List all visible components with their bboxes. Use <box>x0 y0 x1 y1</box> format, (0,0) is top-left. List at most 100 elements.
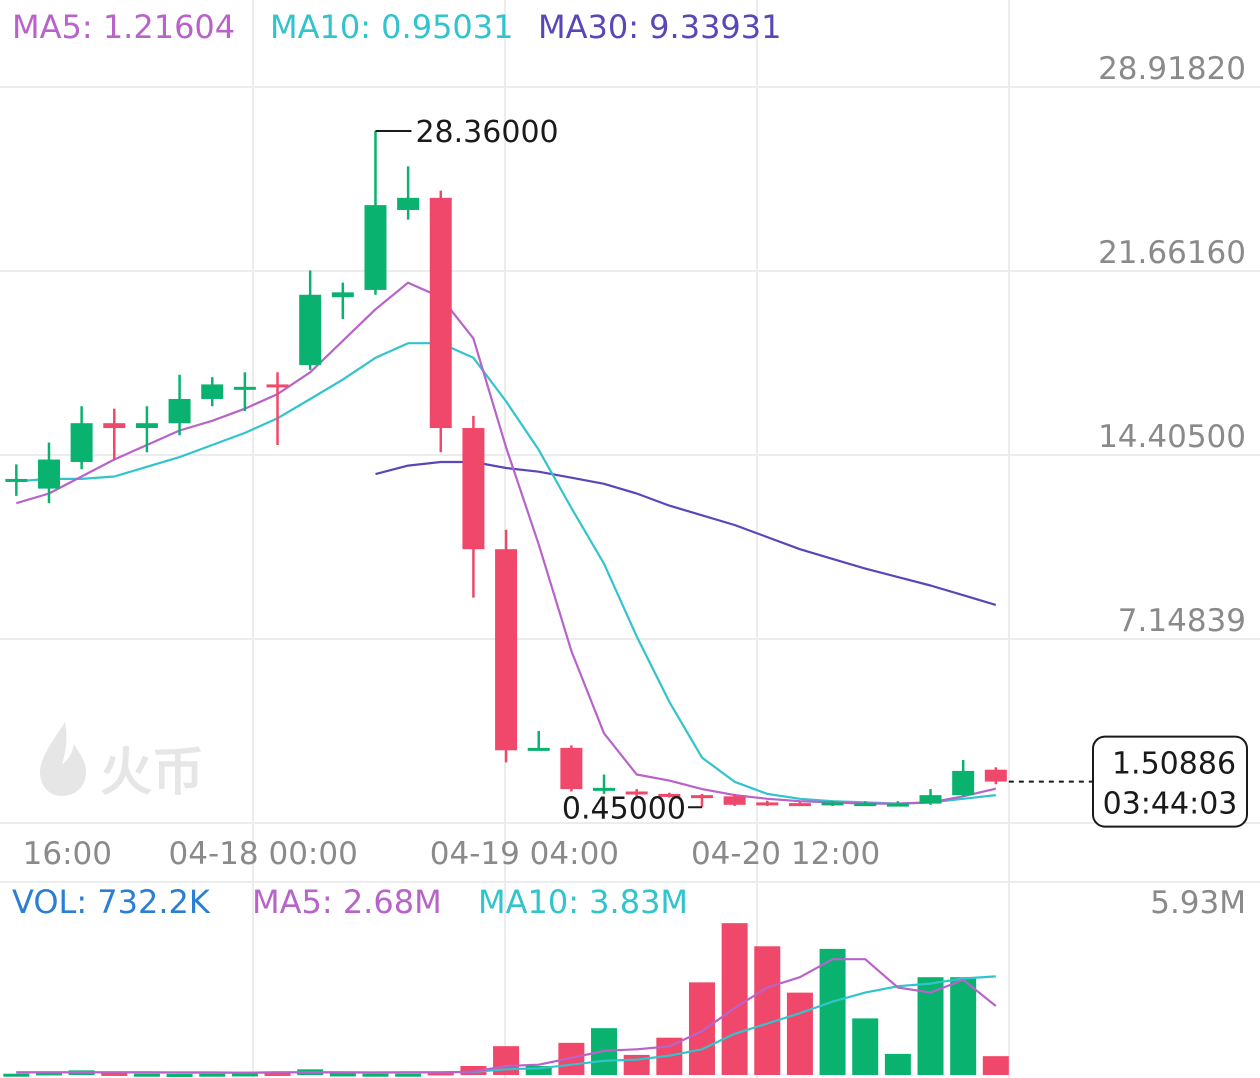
x-tick-label: 04-19 04:00 <box>430 836 619 872</box>
x-tick-label: 04-18 00:00 <box>169 836 358 872</box>
volume-bar <box>754 946 781 1075</box>
candle <box>625 789 648 797</box>
y-tick-label: 28.91820 <box>1098 51 1246 87</box>
candle-body <box>201 384 224 399</box>
volume-ma-lines <box>16 958 997 1074</box>
vol-ma5-legend: MA5: 2.68M <box>252 883 442 921</box>
flame-icon <box>40 722 86 796</box>
candle <box>70 406 93 470</box>
candle-body <box>495 549 518 751</box>
y-tick-label: 21.66160 <box>1098 235 1246 271</box>
candle <box>397 166 420 220</box>
candle <box>821 801 844 807</box>
candle-body <box>429 197 452 429</box>
candle <box>919 789 942 805</box>
volume-bar <box>362 1073 389 1077</box>
candles <box>5 130 1007 808</box>
candle <box>756 800 779 807</box>
candle-body <box>299 294 322 366</box>
volume-bar <box>133 1073 160 1077</box>
vol-ma5-line <box>16 958 997 1074</box>
candle <box>135 406 158 453</box>
low-label: 0.45000 <box>562 791 686 826</box>
candle-body <box>723 796 746 805</box>
watermark-logo-text: 火币 <box>100 743 204 803</box>
candle <box>201 377 224 407</box>
candle-body <box>37 459 60 489</box>
low-annotation: 0.45000 <box>562 791 702 826</box>
candle-body <box>952 770 975 796</box>
y-tick-label: 7.14839 <box>1118 603 1246 639</box>
candle <box>331 282 354 319</box>
candle-body <box>658 793 681 797</box>
current-price-label: 1.50886 <box>1112 747 1236 782</box>
volume-bar <box>329 1073 356 1077</box>
high-annotation: 28.36000 <box>375 115 559 150</box>
candle-body <box>397 197 420 210</box>
volume-bar <box>231 1073 258 1077</box>
candle-body <box>331 292 354 298</box>
candle-body <box>135 423 158 429</box>
candle <box>560 745 583 792</box>
volume-bar <box>3 1073 30 1077</box>
candle-body <box>593 787 616 791</box>
candle-body <box>70 423 93 462</box>
candle <box>952 760 975 797</box>
candle-body <box>821 802 844 806</box>
candle <box>37 442 60 504</box>
volume-bars <box>3 923 1009 1077</box>
volume-bar <box>786 992 813 1075</box>
current-price-marker[interactable]: 1.50886 03:44:03 <box>1008 735 1248 828</box>
candle <box>103 408 126 460</box>
candle-body <box>625 791 648 795</box>
candle <box>854 801 877 807</box>
volume-bar <box>460 1065 487 1075</box>
x-tick-label: 04-20 12:00 <box>691 836 880 872</box>
ma30-legend: MA30: 9.33931 <box>538 8 782 46</box>
candle <box>429 190 452 453</box>
candle-body <box>527 747 550 751</box>
candle-body <box>984 769 1007 782</box>
volume-bar <box>35 1072 62 1076</box>
candle <box>299 270 322 370</box>
volume-bar <box>884 1053 911 1075</box>
volume-bar <box>427 1072 454 1076</box>
candle-body <box>788 803 811 807</box>
vol-max-tick: 5.93M <box>1150 885 1246 921</box>
candle <box>658 792 681 798</box>
candle-body <box>168 398 191 424</box>
volume-bar <box>819 948 846 1075</box>
high-label: 28.36000 <box>415 115 558 150</box>
candle-body <box>103 423 126 429</box>
volume-bar <box>852 1018 879 1075</box>
candle-body <box>5 478 28 482</box>
countdown-label: 03:44:03 <box>1103 787 1238 822</box>
candle <box>266 372 289 445</box>
volume-bar <box>950 977 977 1075</box>
vol-ma10-legend: MA10: 3.83M <box>478 883 688 921</box>
candle <box>168 374 191 436</box>
candle <box>593 774 616 794</box>
x-tick-label: 16:00 <box>23 836 112 872</box>
volume-bar <box>525 1065 552 1075</box>
exchange-logo-watermark: 火币 <box>40 722 204 803</box>
candle-body <box>919 795 942 804</box>
candle-body <box>233 386 256 390</box>
candle <box>495 529 518 763</box>
candle <box>462 415 485 598</box>
vol-legend: VOL: 732.2K <box>12 883 211 921</box>
candle-body <box>854 803 877 807</box>
candle-body <box>886 803 909 807</box>
candle <box>984 767 1007 785</box>
volume-bar <box>264 1072 291 1076</box>
candle-body <box>266 384 289 388</box>
volume-bar <box>982 1056 1009 1075</box>
candle-body <box>756 802 779 806</box>
y-tick-label: 14.40500 <box>1098 419 1246 455</box>
candle-body <box>462 428 485 550</box>
candle <box>233 372 256 412</box>
candle <box>527 730 550 751</box>
candle <box>5 464 28 496</box>
x-axis: 16:00 04-18 00:00 04-19 04:00 04-20 12:0… <box>23 836 881 872</box>
